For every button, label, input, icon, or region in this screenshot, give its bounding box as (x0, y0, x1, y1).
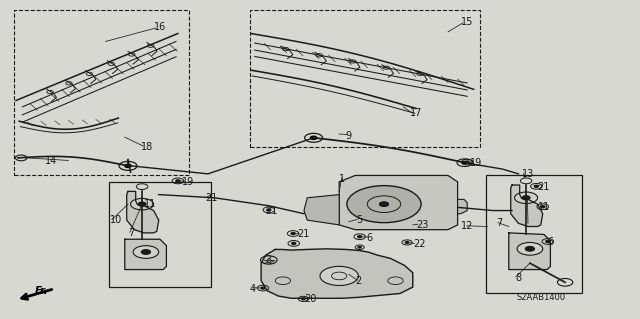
Text: 1: 1 (339, 174, 346, 184)
Bar (486, 175, 582, 293)
Bar (250, 10, 480, 147)
Polygon shape (304, 195, 339, 225)
Circle shape (131, 198, 154, 210)
Text: 19: 19 (470, 158, 483, 168)
Circle shape (310, 136, 317, 139)
Text: 9: 9 (346, 130, 352, 141)
Text: 20: 20 (304, 294, 316, 304)
Circle shape (125, 164, 131, 167)
Text: 21: 21 (298, 229, 310, 240)
Circle shape (267, 209, 271, 211)
Text: 12: 12 (461, 221, 473, 232)
Polygon shape (511, 185, 543, 226)
Circle shape (405, 241, 409, 243)
Text: 2: 2 (355, 276, 362, 286)
Polygon shape (339, 175, 458, 230)
Polygon shape (261, 249, 413, 298)
Circle shape (347, 186, 421, 223)
Text: 17: 17 (410, 108, 422, 118)
Text: 11: 11 (144, 199, 156, 209)
Circle shape (380, 202, 388, 206)
Bar (109, 182, 211, 287)
Circle shape (138, 202, 146, 206)
Circle shape (462, 161, 467, 164)
Text: 23: 23 (416, 220, 428, 230)
Text: 11: 11 (538, 202, 550, 212)
Circle shape (534, 185, 538, 187)
Circle shape (358, 247, 361, 248)
Polygon shape (125, 239, 166, 270)
Circle shape (522, 196, 530, 200)
Text: 7: 7 (496, 218, 502, 228)
Circle shape (525, 247, 534, 251)
Text: S2AAB1400: S2AAB1400 (516, 293, 565, 302)
Text: 21: 21 (266, 205, 278, 216)
Circle shape (176, 180, 180, 182)
Bar (14, 10, 189, 175)
Text: 4: 4 (250, 284, 256, 294)
Circle shape (541, 206, 545, 208)
Text: 15: 15 (461, 17, 473, 27)
Text: Fr.: Fr. (35, 286, 49, 296)
Circle shape (546, 241, 550, 242)
Circle shape (291, 233, 295, 234)
Circle shape (261, 287, 265, 289)
Circle shape (358, 236, 362, 238)
Circle shape (517, 242, 543, 255)
Circle shape (141, 250, 150, 254)
Circle shape (465, 161, 469, 163)
Text: 5: 5 (356, 215, 363, 225)
Text: 14: 14 (45, 156, 57, 166)
Polygon shape (509, 233, 550, 270)
Circle shape (292, 242, 296, 244)
Text: 19: 19 (182, 177, 195, 187)
Text: 8: 8 (515, 272, 522, 283)
Text: 6: 6 (547, 237, 554, 248)
Text: 21: 21 (538, 182, 550, 192)
Text: 3: 3 (266, 255, 272, 265)
Text: 16: 16 (154, 22, 166, 32)
Circle shape (320, 266, 358, 286)
Text: 7: 7 (128, 228, 134, 238)
Text: 10: 10 (110, 215, 122, 225)
Polygon shape (458, 199, 467, 214)
Text: 6: 6 (366, 233, 372, 243)
Text: 18: 18 (141, 142, 153, 152)
Text: 22: 22 (413, 239, 426, 249)
Polygon shape (323, 199, 339, 214)
Polygon shape (127, 191, 159, 233)
Circle shape (301, 298, 305, 300)
Text: 21: 21 (205, 193, 217, 203)
Circle shape (515, 192, 538, 204)
Text: 13: 13 (522, 169, 534, 179)
Circle shape (133, 246, 159, 258)
